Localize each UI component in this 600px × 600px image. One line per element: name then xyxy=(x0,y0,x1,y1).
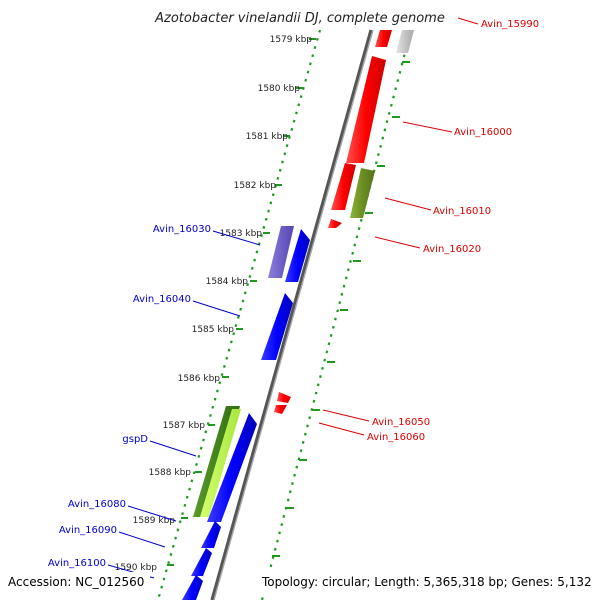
gene-avin-15990-pseudo[interactable] xyxy=(396,30,414,53)
reverse-strand-genes xyxy=(182,226,310,600)
kbp-tick-label: 1580 kbp xyxy=(258,84,301,94)
label-leader xyxy=(374,236,421,249)
kbp-tick-label: 1583 kbp xyxy=(220,229,263,239)
kbp-tick-label: 1587 kbp xyxy=(163,421,206,431)
footer-left-bg xyxy=(4,572,150,592)
kbp-tick-label: 1588 kbp xyxy=(149,468,192,478)
gene-avin-16010[interactable] xyxy=(331,163,356,210)
forward-strand-genes xyxy=(274,30,414,414)
label-leader xyxy=(127,505,177,522)
genome-backbone xyxy=(210,29,374,600)
gene-label-avin-16060[interactable]: Avin_16060 xyxy=(367,432,425,443)
gene-avin-15990[interactable] xyxy=(375,30,392,47)
gene-label-avin-16080[interactable]: Avin_16080 xyxy=(68,499,126,510)
reverse-gene-labels: Avin_16030 Avin_16040 gspD Avin_16080 Av… xyxy=(48,224,261,579)
gene-label-avin-16050[interactable]: Avin_16050 xyxy=(372,417,430,428)
kbp-tick-label: 1586 kbp xyxy=(178,374,221,384)
label-leader xyxy=(212,230,261,246)
gene-avin-16100[interactable] xyxy=(182,575,203,600)
label-leader xyxy=(322,409,370,422)
kbp-tick-label: 1584 kbp xyxy=(206,277,249,287)
label-leader xyxy=(402,121,453,133)
label-leader xyxy=(318,422,365,436)
gene-label-gspd[interactable]: gspD xyxy=(122,434,148,445)
gene-avin-16000[interactable] xyxy=(346,56,386,163)
gene-label-avin-15990[interactable]: Avin_15990 xyxy=(481,19,539,30)
label-leader xyxy=(118,531,166,548)
gene-avin-16010-olive[interactable] xyxy=(350,168,375,218)
kbp-tick-label: 1589 kbp xyxy=(133,516,176,526)
kbp-tick-label: 1590 kbp xyxy=(115,563,158,573)
gene-avin-16080[interactable] xyxy=(201,521,221,548)
gene-label-avin-16030[interactable]: Avin_16030 xyxy=(153,224,211,235)
gene-label-avin-16100[interactable]: Avin_16100 xyxy=(48,558,106,569)
kbp-ticks: 1579 kbp 1580 kbp 1581 kbp 1582 kbp 1583… xyxy=(115,35,316,573)
label-leader xyxy=(192,300,241,317)
gene-avin-16020[interactable] xyxy=(328,219,342,228)
gene-gspd-lightgreen[interactable] xyxy=(200,409,241,517)
gene-avin-16030-purple[interactable] xyxy=(268,226,294,278)
inner-ruler-dots xyxy=(156,29,322,600)
label-leader xyxy=(149,440,197,457)
kbp-tick-label: 1579 kbp xyxy=(270,35,313,45)
label-leader xyxy=(384,197,432,211)
gene-label-avin-16010[interactable]: Avin_16010 xyxy=(433,206,491,217)
gene-label-avin-16020[interactable]: Avin_16020 xyxy=(423,244,481,255)
genome-summary-text: Topology: circular; Length: 5,365,318 bp… xyxy=(261,575,592,589)
gene-label-avin-16040[interactable]: Avin_16040 xyxy=(133,294,191,305)
gene-avin-16060[interactable] xyxy=(274,405,287,414)
genome-title: Azotobacter vinelandii DJ, complete geno… xyxy=(154,11,445,26)
gene-gspd[interactable] xyxy=(207,413,257,522)
gene-avin-16040[interactable] xyxy=(261,293,293,360)
forward-gene-labels: Avin_15990 Avin_16000 Avin_16010 Avin_16… xyxy=(318,17,539,443)
inner-tick-ruler xyxy=(156,29,322,600)
gene-label-avin-16090[interactable]: Avin_16090 xyxy=(59,525,117,536)
gene-label-avin-16000[interactable]: Avin_16000 xyxy=(454,127,512,138)
outer-ticks xyxy=(272,61,410,557)
kbp-tick-label: 1582 kbp xyxy=(234,181,277,191)
kbp-tick-label: 1581 kbp xyxy=(246,132,289,142)
gene-avin-16050[interactable] xyxy=(277,392,291,403)
footer-right-bg xyxy=(258,572,600,592)
label-leader xyxy=(457,17,479,25)
kbp-tick-label: 1585 kbp xyxy=(192,325,235,335)
gene-avin-16090[interactable] xyxy=(191,548,212,576)
accession-text: Accession: NC_012560 xyxy=(8,575,144,589)
gene-avin-16030[interactable] xyxy=(285,229,310,282)
